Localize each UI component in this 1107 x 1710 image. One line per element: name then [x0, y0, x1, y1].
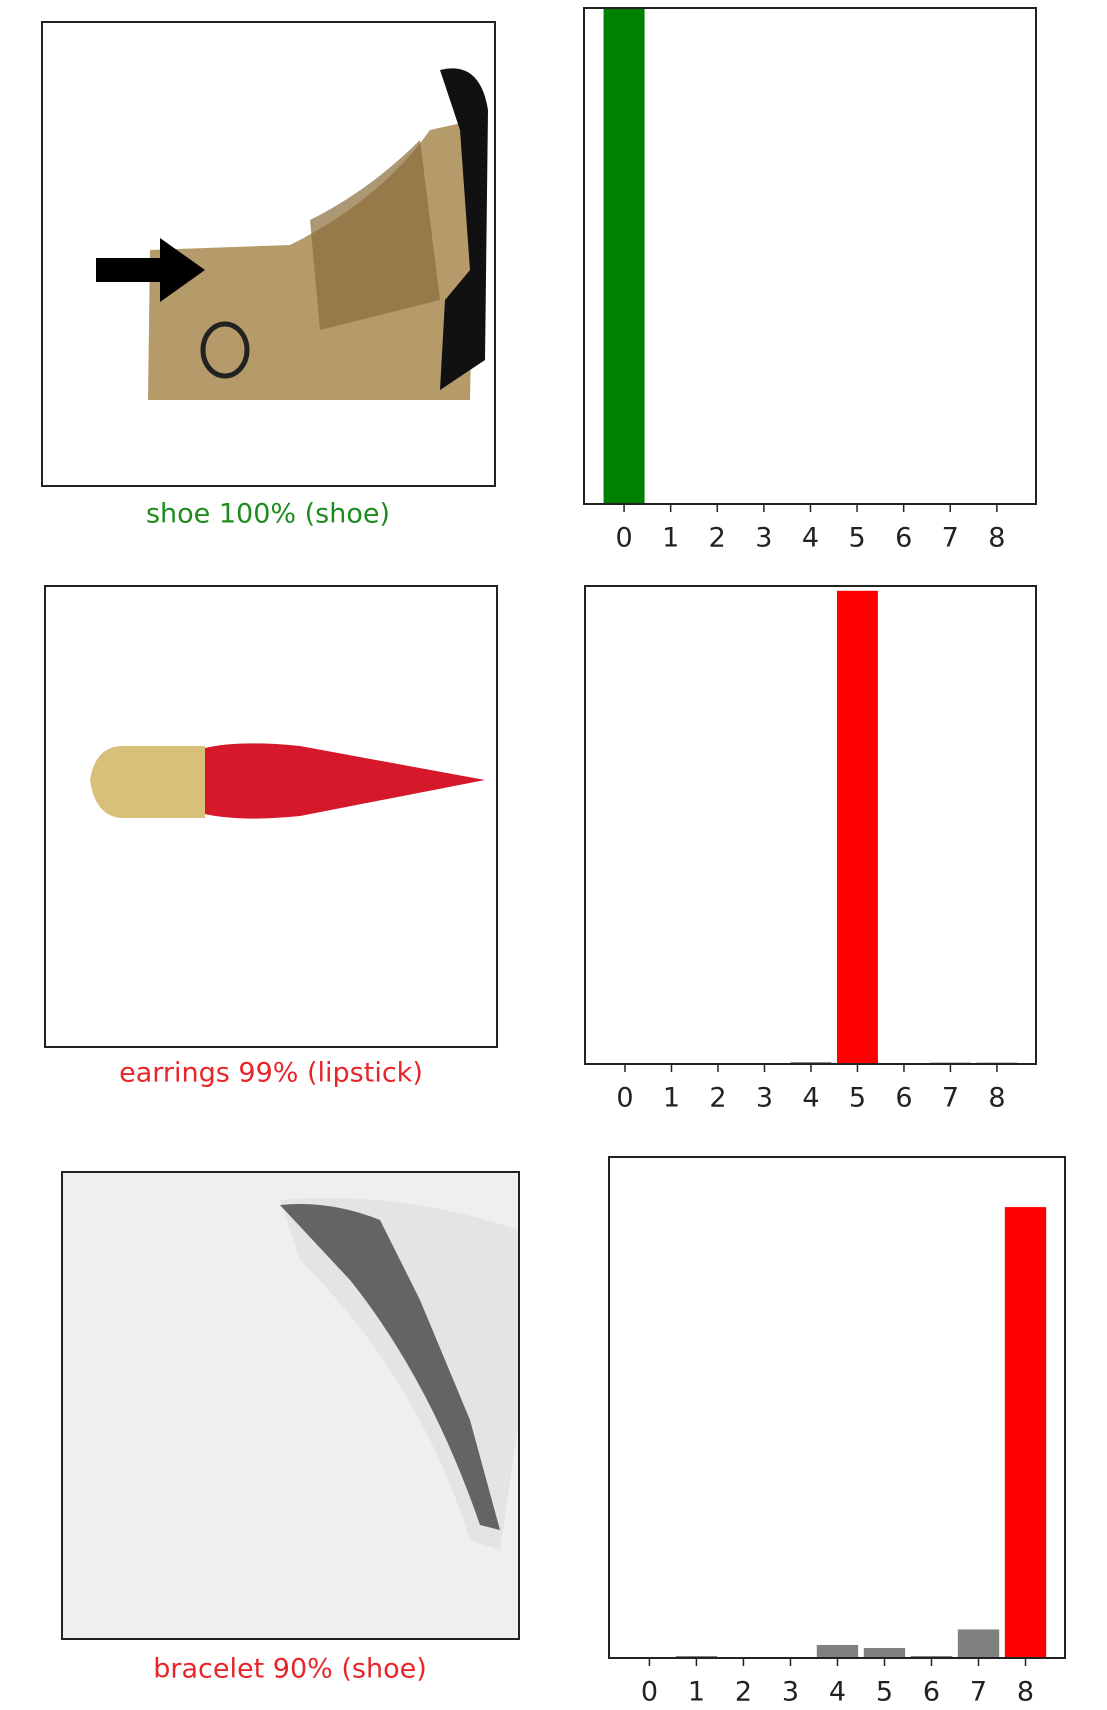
bar — [816, 1644, 859, 1658]
x-tick-label: 8 — [988, 1083, 1005, 1114]
x-tick-label: 1 — [688, 1677, 705, 1708]
x-tick-label: 2 — [709, 523, 726, 554]
image-caption: bracelet 90% (shoe) — [153, 1654, 427, 1685]
axes-frame — [583, 7, 1037, 505]
axes-frame — [584, 585, 1037, 1065]
image-caption: shoe 100% (shoe) — [146, 499, 390, 530]
lipstick-image — [44, 585, 498, 1048]
bar — [910, 1655, 953, 1658]
x-tick-label: 6 — [895, 523, 912, 554]
image-caption: earrings 99% (lipstick) — [119, 1058, 423, 1089]
x-tick-label: 3 — [756, 1083, 773, 1114]
x-tick-label: 7 — [942, 1083, 959, 1114]
bar — [675, 1655, 718, 1658]
bracelet-image — [61, 1171, 520, 1640]
x-tick-label: 3 — [755, 523, 772, 554]
bar — [1004, 1207, 1047, 1658]
bar — [957, 1629, 1000, 1658]
x-tick-label: 0 — [615, 523, 632, 554]
x-tick-label: 5 — [876, 1677, 893, 1708]
x-tick-label: 1 — [662, 523, 679, 554]
x-tick-label: 7 — [970, 1677, 987, 1708]
x-tick-label: 2 — [709, 1083, 726, 1114]
x-tick-label: 8 — [1017, 1677, 1034, 1708]
bar — [603, 8, 645, 504]
shoe-image — [41, 21, 496, 487]
x-tick-label: 5 — [849, 1083, 866, 1114]
bar — [863, 1647, 906, 1658]
x-tick-label: 6 — [895, 1083, 912, 1114]
x-tick-label: 3 — [782, 1677, 799, 1708]
x-tick-label: 1 — [663, 1083, 680, 1114]
x-tick-label: 7 — [942, 523, 959, 554]
x-tick-label: 0 — [616, 1083, 633, 1114]
x-tick-label: 2 — [735, 1677, 752, 1708]
x-tick-label: 4 — [802, 1083, 819, 1114]
x-tick-label: 6 — [923, 1677, 940, 1708]
x-tick-label: 5 — [848, 523, 865, 554]
x-tick-label: 4 — [802, 523, 819, 554]
x-tick-label: 8 — [988, 523, 1005, 554]
bar — [837, 590, 878, 1064]
axes-frame — [608, 1156, 1066, 1659]
x-tick-label: 4 — [829, 1677, 846, 1708]
x-tick-label: 0 — [641, 1677, 658, 1708]
